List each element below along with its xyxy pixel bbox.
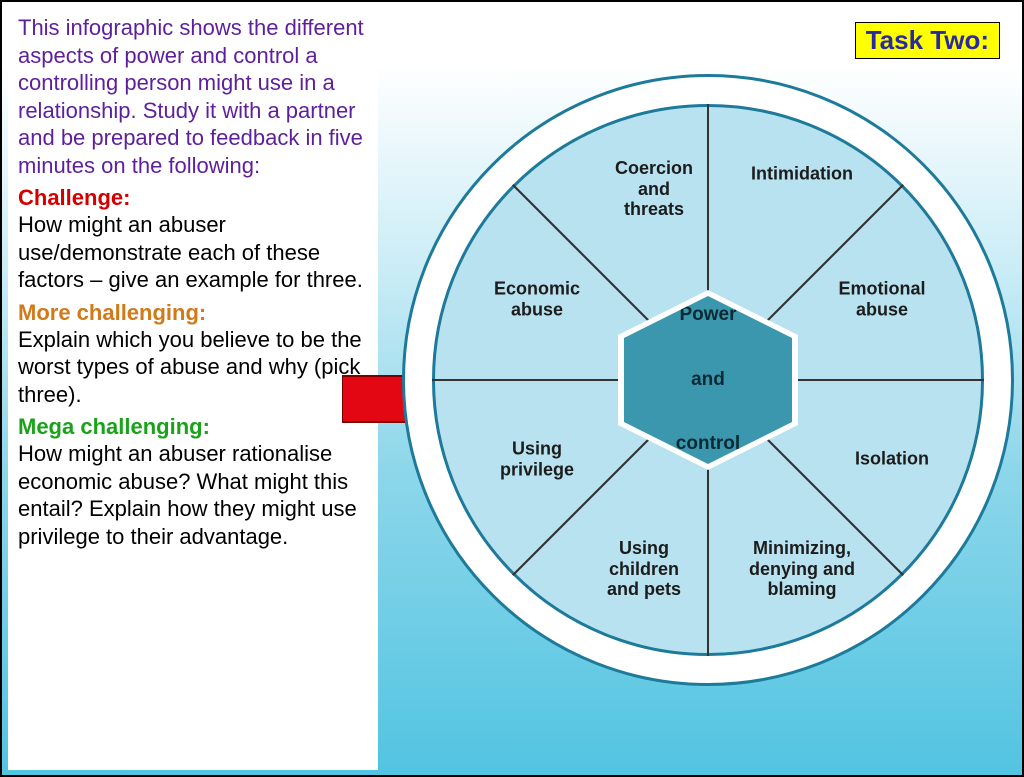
challenge-level-1: More challenging:Explain which you belie… xyxy=(18,300,368,409)
challenge-body: Explain which you believe to be the wors… xyxy=(18,326,368,409)
challenge-level-0: Challenge:How might an abuser use/demons… xyxy=(18,185,368,294)
segment-label-1: Intimidation xyxy=(751,164,853,185)
instruction-panel: This infographic shows the different asp… xyxy=(8,8,378,770)
segment-label-6: Using privilege xyxy=(500,438,574,479)
segment-label-3: Isolation xyxy=(855,449,929,470)
segment-label-4: Minimizing, denying and blaming xyxy=(749,538,855,600)
segment-label-0: Coercion and threats xyxy=(615,158,693,220)
segment-label-5: Using children and pets xyxy=(607,538,681,600)
task-badge: Task Two: xyxy=(855,22,1000,59)
challenge-body: How might an abuser rationalise economic… xyxy=(18,440,368,550)
challenge-body: How might an abuser use/demonstrate each… xyxy=(18,211,368,294)
segment-label-7: Economic abuse xyxy=(494,278,580,319)
intro-text: This infographic shows the different asp… xyxy=(18,14,368,179)
challenge-level-2: Mega challenging:How might an abuser rat… xyxy=(18,414,368,550)
challenge-head: Mega challenging: xyxy=(18,414,368,440)
wheel-center-hex: Power and control xyxy=(618,290,798,470)
segment-label-2: Emotional abuse xyxy=(838,278,925,319)
challenge-levels: Challenge:How might an abuser use/demons… xyxy=(18,185,368,550)
hex-label: Power and control xyxy=(624,296,792,464)
challenge-head: More challenging: xyxy=(18,300,368,326)
power-control-wheel: Coercion and threats Intimidation Emotiona… xyxy=(402,74,1014,686)
slide: This infographic shows the different asp… xyxy=(0,0,1024,777)
challenge-head: Challenge: xyxy=(18,185,368,211)
